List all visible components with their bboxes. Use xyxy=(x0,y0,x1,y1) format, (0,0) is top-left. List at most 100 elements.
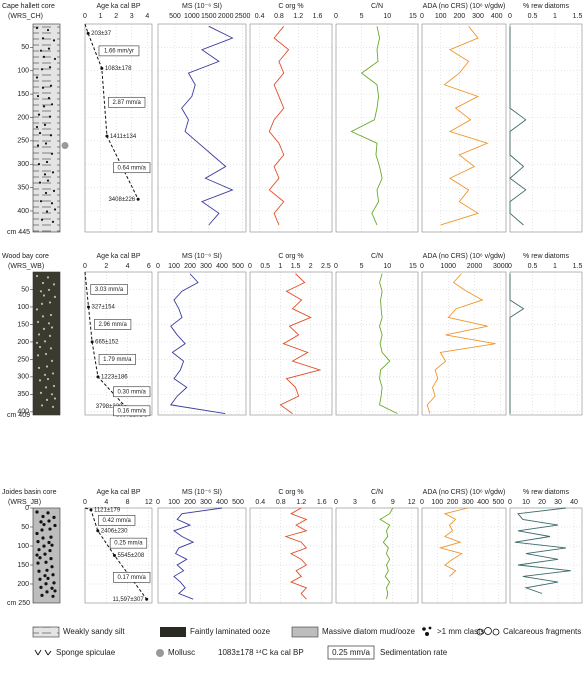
x-tick-label: 2000 xyxy=(467,263,483,270)
depth-bottom-label: cm 250 xyxy=(7,600,30,607)
core-clast xyxy=(53,208,57,211)
age-label: 2406±230 xyxy=(101,528,128,534)
core-clast xyxy=(39,585,43,589)
core-clast xyxy=(39,391,43,395)
core-clast xyxy=(45,590,49,594)
x-tick-label: 12 xyxy=(145,499,153,506)
proxy-line xyxy=(509,26,527,226)
core-clast xyxy=(46,28,50,32)
core-clast xyxy=(46,511,50,515)
x-tick-label: 1000 xyxy=(184,13,200,20)
core-clast xyxy=(48,115,52,118)
x-tick-label: 400 xyxy=(477,499,489,506)
core-code: (WRS_CH) xyxy=(8,13,43,20)
core-clast xyxy=(37,113,41,116)
core-clast xyxy=(35,553,39,557)
x-tick-label: 15 xyxy=(409,263,417,270)
age-label: 203±37 xyxy=(91,31,112,37)
rate-label: 1.66 mm/yr xyxy=(104,48,134,54)
panel-frame xyxy=(421,271,507,416)
x-tick-label: 20 xyxy=(538,499,546,506)
core-clast xyxy=(50,202,54,205)
age-label: 1121±179 xyxy=(94,507,121,513)
x-tick-label: 500 xyxy=(232,263,244,270)
core-clast xyxy=(35,76,39,79)
x-tick-label: 1000 xyxy=(440,263,456,270)
core-clast xyxy=(36,94,40,98)
core-clast xyxy=(45,398,49,401)
core-clast xyxy=(48,66,52,69)
age-label: 1411±134 xyxy=(110,134,137,140)
core-clast xyxy=(47,322,51,325)
core-clast xyxy=(40,218,44,221)
proxy-line xyxy=(438,507,468,577)
core-clast xyxy=(43,340,47,343)
panel-frame xyxy=(249,507,333,604)
core-clast xyxy=(43,552,47,556)
x-tick-label: 12 xyxy=(408,499,416,506)
panel-label: C/N xyxy=(371,253,383,260)
proxy-line xyxy=(440,26,489,226)
core-clast xyxy=(44,142,48,145)
core-clast xyxy=(36,320,40,324)
rate-box xyxy=(90,284,128,295)
panel-label: Age ka cal BP xyxy=(97,253,141,260)
core-clast xyxy=(49,557,53,561)
core-clast xyxy=(37,569,41,573)
x-tick-label: 0 xyxy=(508,13,512,20)
core-clast xyxy=(35,26,39,30)
age-point xyxy=(105,134,109,138)
depth-tick-label: 400 xyxy=(17,409,29,416)
core-clast xyxy=(48,548,52,553)
age-label: 665±152 xyxy=(95,340,119,346)
depth-tick-label: 400 xyxy=(17,208,29,215)
core-clast xyxy=(35,510,39,514)
x-tick-label: 6 xyxy=(372,499,376,506)
core-clast xyxy=(44,582,48,586)
core-clast xyxy=(45,365,49,368)
core-code: (WRS_JB) xyxy=(8,499,41,506)
rate-label: 0.30 mm/a xyxy=(118,389,147,395)
core-clast xyxy=(37,366,41,369)
x-tick-label: 0 xyxy=(156,263,160,270)
legend-label: Sponge spiculae xyxy=(56,648,116,657)
x-tick-label: 0 xyxy=(334,499,338,506)
panel-label: ADA (no CRS) (10⁶ v/gdw) xyxy=(423,489,506,496)
age-point xyxy=(96,375,100,379)
age-label: 327±154 xyxy=(92,305,116,311)
legend-icon xyxy=(156,649,164,657)
depth-bottom-label: cm 445 xyxy=(7,229,30,236)
rate-box xyxy=(108,96,146,108)
panel-label: MS (10⁻⁶ SI) xyxy=(182,489,222,496)
legend-label: Massive diatom mud/ooze xyxy=(322,627,415,636)
x-tick-label: 100 xyxy=(168,263,180,270)
legend-label: Faintly laminated ooze xyxy=(190,627,271,636)
x-tick-label: 0.5 xyxy=(528,263,538,270)
panel-frame xyxy=(84,507,153,604)
x-tick-label: 500 xyxy=(169,13,181,20)
x-tick-label: 10 xyxy=(383,263,391,270)
panel-frame xyxy=(335,23,419,233)
depth-tick-label: 300 xyxy=(17,161,29,168)
x-tick-label: 5 xyxy=(360,263,364,270)
x-tick-label: 2 xyxy=(114,13,118,20)
x-tick-label: 0 xyxy=(83,13,87,20)
x-tick-label: 200 xyxy=(184,499,196,506)
core-clast xyxy=(40,68,44,71)
core-clast xyxy=(43,574,47,578)
legend-label: Mollusc xyxy=(168,648,195,657)
depth-tick-label: 350 xyxy=(17,184,29,191)
x-tick-label: 0 xyxy=(420,263,424,270)
core-clast xyxy=(37,333,41,336)
rate-box xyxy=(113,386,151,398)
proxy-line xyxy=(509,273,525,414)
core-clast xyxy=(50,543,54,547)
proxy-line xyxy=(350,26,383,226)
core-clast xyxy=(43,123,47,127)
core-clast xyxy=(38,132,42,135)
age-point xyxy=(86,31,90,35)
x-tick-label: 300 xyxy=(200,499,212,506)
x-tick-label: 10 xyxy=(383,13,391,20)
core-clast xyxy=(40,593,44,598)
core-clast xyxy=(51,405,55,408)
